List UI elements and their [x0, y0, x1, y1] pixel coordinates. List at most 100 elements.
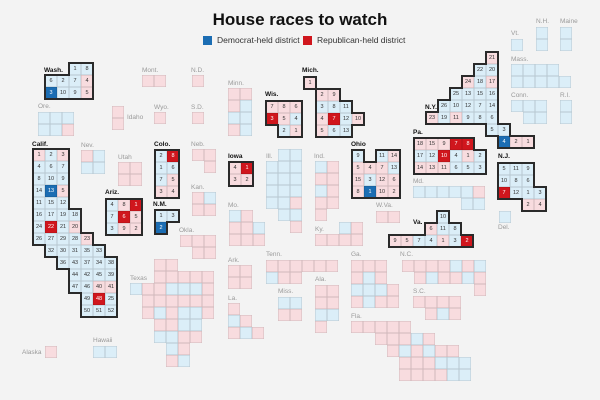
district-minn-8[interactable] [240, 124, 252, 136]
district-sc-1[interactable] [413, 296, 425, 308]
district-ga-12[interactable] [363, 296, 375, 308]
district-ariz-1[interactable]: 1 [130, 199, 142, 211]
district-ohio-8[interactable]: 8 [352, 186, 364, 198]
district-fla-23[interactable] [399, 369, 411, 381]
district-ark-1[interactable] [228, 265, 240, 277]
district-mont-2[interactable] [154, 75, 166, 87]
district-ill-1[interactable] [278, 149, 290, 161]
district-pa-15[interactable]: 15 [426, 138, 438, 150]
district-fla-14[interactable] [423, 345, 435, 357]
district-neb-1[interactable] [192, 149, 204, 161]
district-ga-7[interactable] [351, 284, 363, 296]
district-ala-6[interactable] [327, 309, 339, 321]
district-calif-11[interactable]: 11 [33, 197, 45, 209]
district-va-2[interactable]: 2 [461, 235, 473, 247]
district-mich-7[interactable]: 7 [328, 113, 340, 125]
district-calif-33[interactable]: 33 [93, 245, 105, 257]
district-texas-34[interactable] [190, 331, 202, 343]
district-ore-6[interactable] [62, 124, 74, 136]
district-kan-4[interactable] [204, 204, 216, 216]
district-utah-2[interactable] [130, 162, 142, 174]
district-calif-36[interactable]: 36 [57, 257, 69, 269]
district-tenn-6[interactable] [326, 260, 338, 272]
district-texas-3[interactable] [154, 271, 166, 283]
district-wis-3[interactable]: 3 [266, 113, 278, 125]
district-fla-21[interactable] [447, 357, 459, 369]
district-minn-6[interactable] [240, 112, 252, 124]
district-calif-3[interactable]: 3 [57, 149, 69, 161]
district-ri-2[interactable] [560, 112, 572, 124]
district-vt-1[interactable] [511, 39, 523, 51]
district-colo-7[interactable]: 7 [155, 174, 167, 186]
district-pa-14[interactable]: 14 [414, 162, 426, 174]
district-minn-1[interactable] [228, 88, 240, 100]
district-calif-51[interactable]: 51 [93, 305, 105, 317]
district-calif-14[interactable]: 14 [33, 185, 45, 197]
district-pa-6[interactable]: 6 [450, 162, 462, 174]
district-ariz-4[interactable]: 4 [106, 199, 118, 211]
district-okla-5[interactable] [204, 247, 216, 259]
district-calif-6[interactable]: 6 [45, 161, 57, 173]
district-mo-4[interactable] [241, 222, 253, 234]
district-ny-10[interactable]: 10 [450, 100, 462, 112]
district-texas-6[interactable] [190, 271, 202, 283]
district-texas-18[interactable] [178, 295, 190, 307]
district-kan-3[interactable] [192, 204, 204, 216]
district-calif-20[interactable]: 20 [69, 221, 81, 233]
district-utah-1[interactable] [118, 162, 130, 174]
district-fla-26[interactable] [435, 369, 447, 381]
district-ill-13[interactable] [278, 197, 290, 209]
district-calif-50[interactable]: 50 [81, 305, 93, 317]
district-tenn-8[interactable] [278, 272, 290, 284]
district-ohio-12[interactable]: 12 [376, 174, 388, 186]
district-nev-3[interactable] [81, 162, 93, 174]
district-wash-6[interactable]: 6 [45, 75, 57, 87]
district-calif-31[interactable]: 31 [69, 245, 81, 257]
district-calif-17[interactable]: 17 [45, 209, 57, 221]
district-ky-4[interactable] [327, 234, 339, 246]
district-ohio-10[interactable]: 10 [376, 186, 388, 198]
district-fla-9[interactable] [411, 333, 423, 345]
district-conn-3[interactable] [535, 100, 547, 112]
district-hawaii-1[interactable] [93, 346, 105, 358]
district-texas-20[interactable] [202, 295, 214, 307]
district-nd-1[interactable] [192, 75, 204, 87]
district-ind-6[interactable] [327, 185, 339, 197]
district-utah-3[interactable] [118, 174, 130, 186]
district-ark-2[interactable] [240, 265, 252, 277]
district-pa-12[interactable]: 12 [426, 150, 438, 162]
district-mo-1[interactable] [229, 210, 241, 222]
district-texas-11[interactable] [166, 283, 178, 295]
district-ala-4[interactable] [327, 297, 339, 309]
district-fla-5[interactable] [399, 321, 411, 333]
district-miss-2[interactable] [290, 297, 302, 309]
district-ny-11[interactable]: 11 [450, 112, 462, 124]
district-texas-13[interactable] [190, 283, 202, 295]
district-miss-4[interactable] [290, 309, 302, 321]
district-ohio-4[interactable]: 4 [364, 162, 376, 174]
district-calif-16[interactable]: 16 [33, 209, 45, 221]
district-calif-42[interactable]: 42 [81, 269, 93, 281]
district-del-1[interactable] [499, 211, 511, 223]
district-va-11[interactable]: 11 [437, 223, 449, 235]
district-calif-27[interactable]: 27 [45, 233, 57, 245]
district-wis-4[interactable]: 4 [290, 113, 302, 125]
district-miss-3[interactable] [278, 309, 290, 321]
district-fla-25[interactable] [423, 369, 435, 381]
district-ky-2[interactable] [351, 222, 363, 234]
district-ny-8[interactable]: 8 [474, 112, 486, 124]
district-texas-8[interactable] [130, 283, 142, 295]
district-ga-6[interactable] [375, 272, 387, 284]
district-mass-4[interactable] [547, 64, 559, 76]
district-calif-40[interactable]: 40 [93, 281, 105, 293]
district-nc-11[interactable] [450, 272, 462, 284]
district-ark-3[interactable] [228, 277, 240, 289]
district-texas-24[interactable] [178, 307, 190, 319]
district-pa-13[interactable]: 13 [426, 162, 438, 174]
district-mass-6[interactable] [523, 76, 535, 88]
district-nc-3[interactable] [426, 260, 438, 272]
district-calif-18[interactable]: 18 [69, 209, 81, 221]
district-md-4[interactable] [449, 186, 461, 198]
district-ariz-9[interactable]: 9 [118, 223, 130, 235]
district-minn-2[interactable] [240, 88, 252, 100]
